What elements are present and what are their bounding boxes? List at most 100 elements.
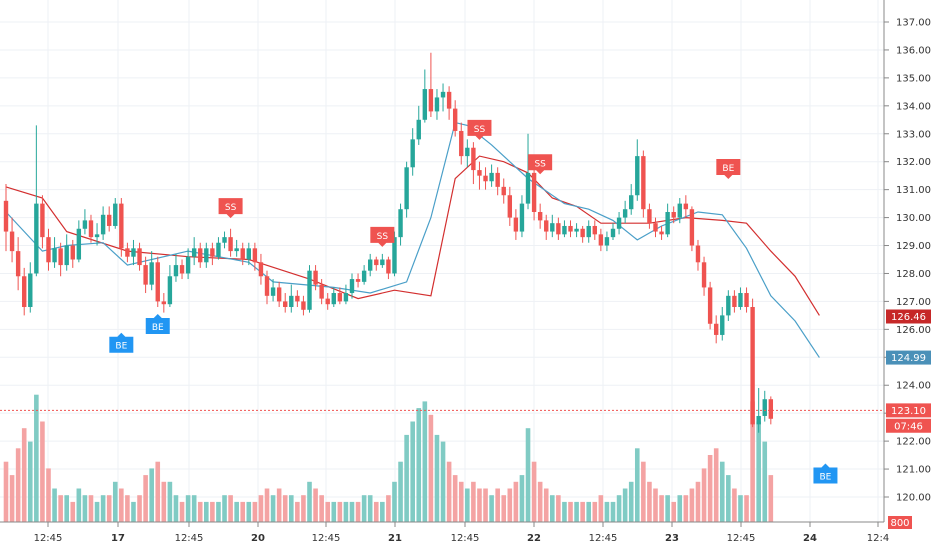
- candle: [361, 265, 367, 285]
- volume-bar: [634, 448, 640, 522]
- candle: [477, 161, 482, 190]
- candle-body: [380, 259, 385, 266]
- volume-bars: [3, 394, 774, 522]
- signal-label: SS: [474, 125, 486, 135]
- candle-body: [246, 248, 251, 260]
- candle-body: [58, 248, 63, 266]
- time-axis-ticks[interactable]: 12:45 17 12:45 20 12:45 21 12:45 22 12:45 23 12:45…: [34, 522, 890, 544]
- candle: [240, 242, 245, 266]
- time-tick-label: 12:45: [451, 533, 480, 544]
- candle: [586, 220, 591, 243]
- signal-markers: BE BE SS SS SS SS BE BE: [109, 119, 838, 484]
- candle: [100, 206, 106, 240]
- candle: [471, 142, 476, 185]
- candle-body: [592, 225, 597, 235]
- volume-bar: [744, 495, 749, 522]
- candle-body: [119, 203, 124, 249]
- volume-bar: [489, 495, 494, 522]
- candle: [592, 220, 597, 240]
- buy-signal-marker[interactable]: BE: [109, 332, 134, 353]
- time-tick-label: 20: [251, 533, 265, 544]
- candle-body: [70, 245, 75, 260]
- time-tick-label: 12:45: [312, 533, 341, 544]
- volume-bar: [173, 495, 179, 522]
- volume-bar: [100, 495, 106, 522]
- sell-signal-marker[interactable]: SS: [528, 154, 553, 175]
- volume-bar: [204, 501, 209, 522]
- candle-body: [695, 245, 701, 263]
- candle: [544, 214, 549, 240]
- volume-bar: [125, 495, 130, 522]
- candle: [143, 256, 148, 294]
- candle: [713, 315, 719, 344]
- candle: [744, 287, 749, 313]
- volume-bar: [367, 495, 373, 522]
- volume-bar: [732, 488, 737, 522]
- candle-body: [9, 231, 15, 252]
- candle: [46, 228, 51, 271]
- volume-bar: [112, 481, 118, 522]
- volume-bar: [228, 495, 233, 522]
- candle: [222, 231, 227, 249]
- candle: [568, 220, 573, 238]
- volume-bar: [562, 501, 567, 522]
- buy-signal-marker[interactable]: BE: [813, 463, 838, 484]
- volume-bar: [410, 421, 415, 522]
- buy-signal-marker[interactable]: BE: [145, 313, 170, 334]
- candle-body: [440, 91, 446, 98]
- candle-body: [501, 186, 506, 196]
- volume-bar: [568, 501, 573, 522]
- candle: [34, 125, 39, 277]
- candle-body: [713, 323, 719, 335]
- candle: [374, 256, 379, 271]
- candle: [695, 239, 701, 271]
- candle: [349, 273, 355, 299]
- volume-bar: [380, 501, 385, 522]
- signal-label-box: [109, 332, 134, 353]
- volume-bar: [531, 461, 537, 522]
- sell-signal-marker[interactable]: SS: [370, 226, 395, 247]
- candle-body: [289, 295, 294, 307]
- candle-body: [404, 167, 409, 210]
- candle: [15, 237, 21, 291]
- volume-bar: [3, 461, 9, 522]
- price-badge-label: 126.46: [891, 312, 926, 323]
- price-tick-label: 130.00: [896, 213, 931, 224]
- price-tick-label: 128.00: [896, 269, 931, 280]
- candle: [386, 256, 391, 280]
- volume-bar: [719, 461, 725, 522]
- price-axis-panel[interactable]: [884, 0, 932, 550]
- candle: [167, 265, 173, 307]
- candle-body: [677, 203, 682, 218]
- price-tick-label: 127.00: [896, 297, 931, 308]
- signal-label-box: [370, 226, 395, 247]
- candle-body: [295, 295, 300, 302]
- price-tick-label: 121.00: [896, 465, 931, 476]
- price-badge-label: 07:46: [894, 421, 923, 432]
- volume-bar: [659, 495, 664, 522]
- volume-bar: [750, 401, 755, 522]
- volume-bar: [519, 475, 525, 522]
- volume-bar: [307, 481, 312, 522]
- candle-body: [161, 301, 167, 305]
- volume-bar: [628, 481, 634, 522]
- candle: [161, 293, 167, 313]
- volume-bar: [15, 448, 21, 522]
- volume-bar: [416, 408, 422, 522]
- volume-bar: [373, 501, 379, 522]
- sell-signal-marker[interactable]: BE: [716, 159, 741, 180]
- volume-bar: [440, 441, 446, 522]
- candle: [647, 203, 652, 229]
- signal-label-box: [218, 198, 243, 219]
- candle: [82, 209, 88, 235]
- volume-bar: [574, 501, 579, 522]
- candle: [622, 200, 628, 224]
- candle-body: [744, 293, 749, 307]
- sell-signal-marker[interactable]: SS: [467, 119, 492, 140]
- candle-body: [185, 256, 191, 274]
- volume-bar: [756, 421, 761, 522]
- candle: [264, 270, 270, 305]
- volume-bar: [550, 495, 555, 522]
- sell-signal-marker[interactable]: SS: [218, 198, 243, 219]
